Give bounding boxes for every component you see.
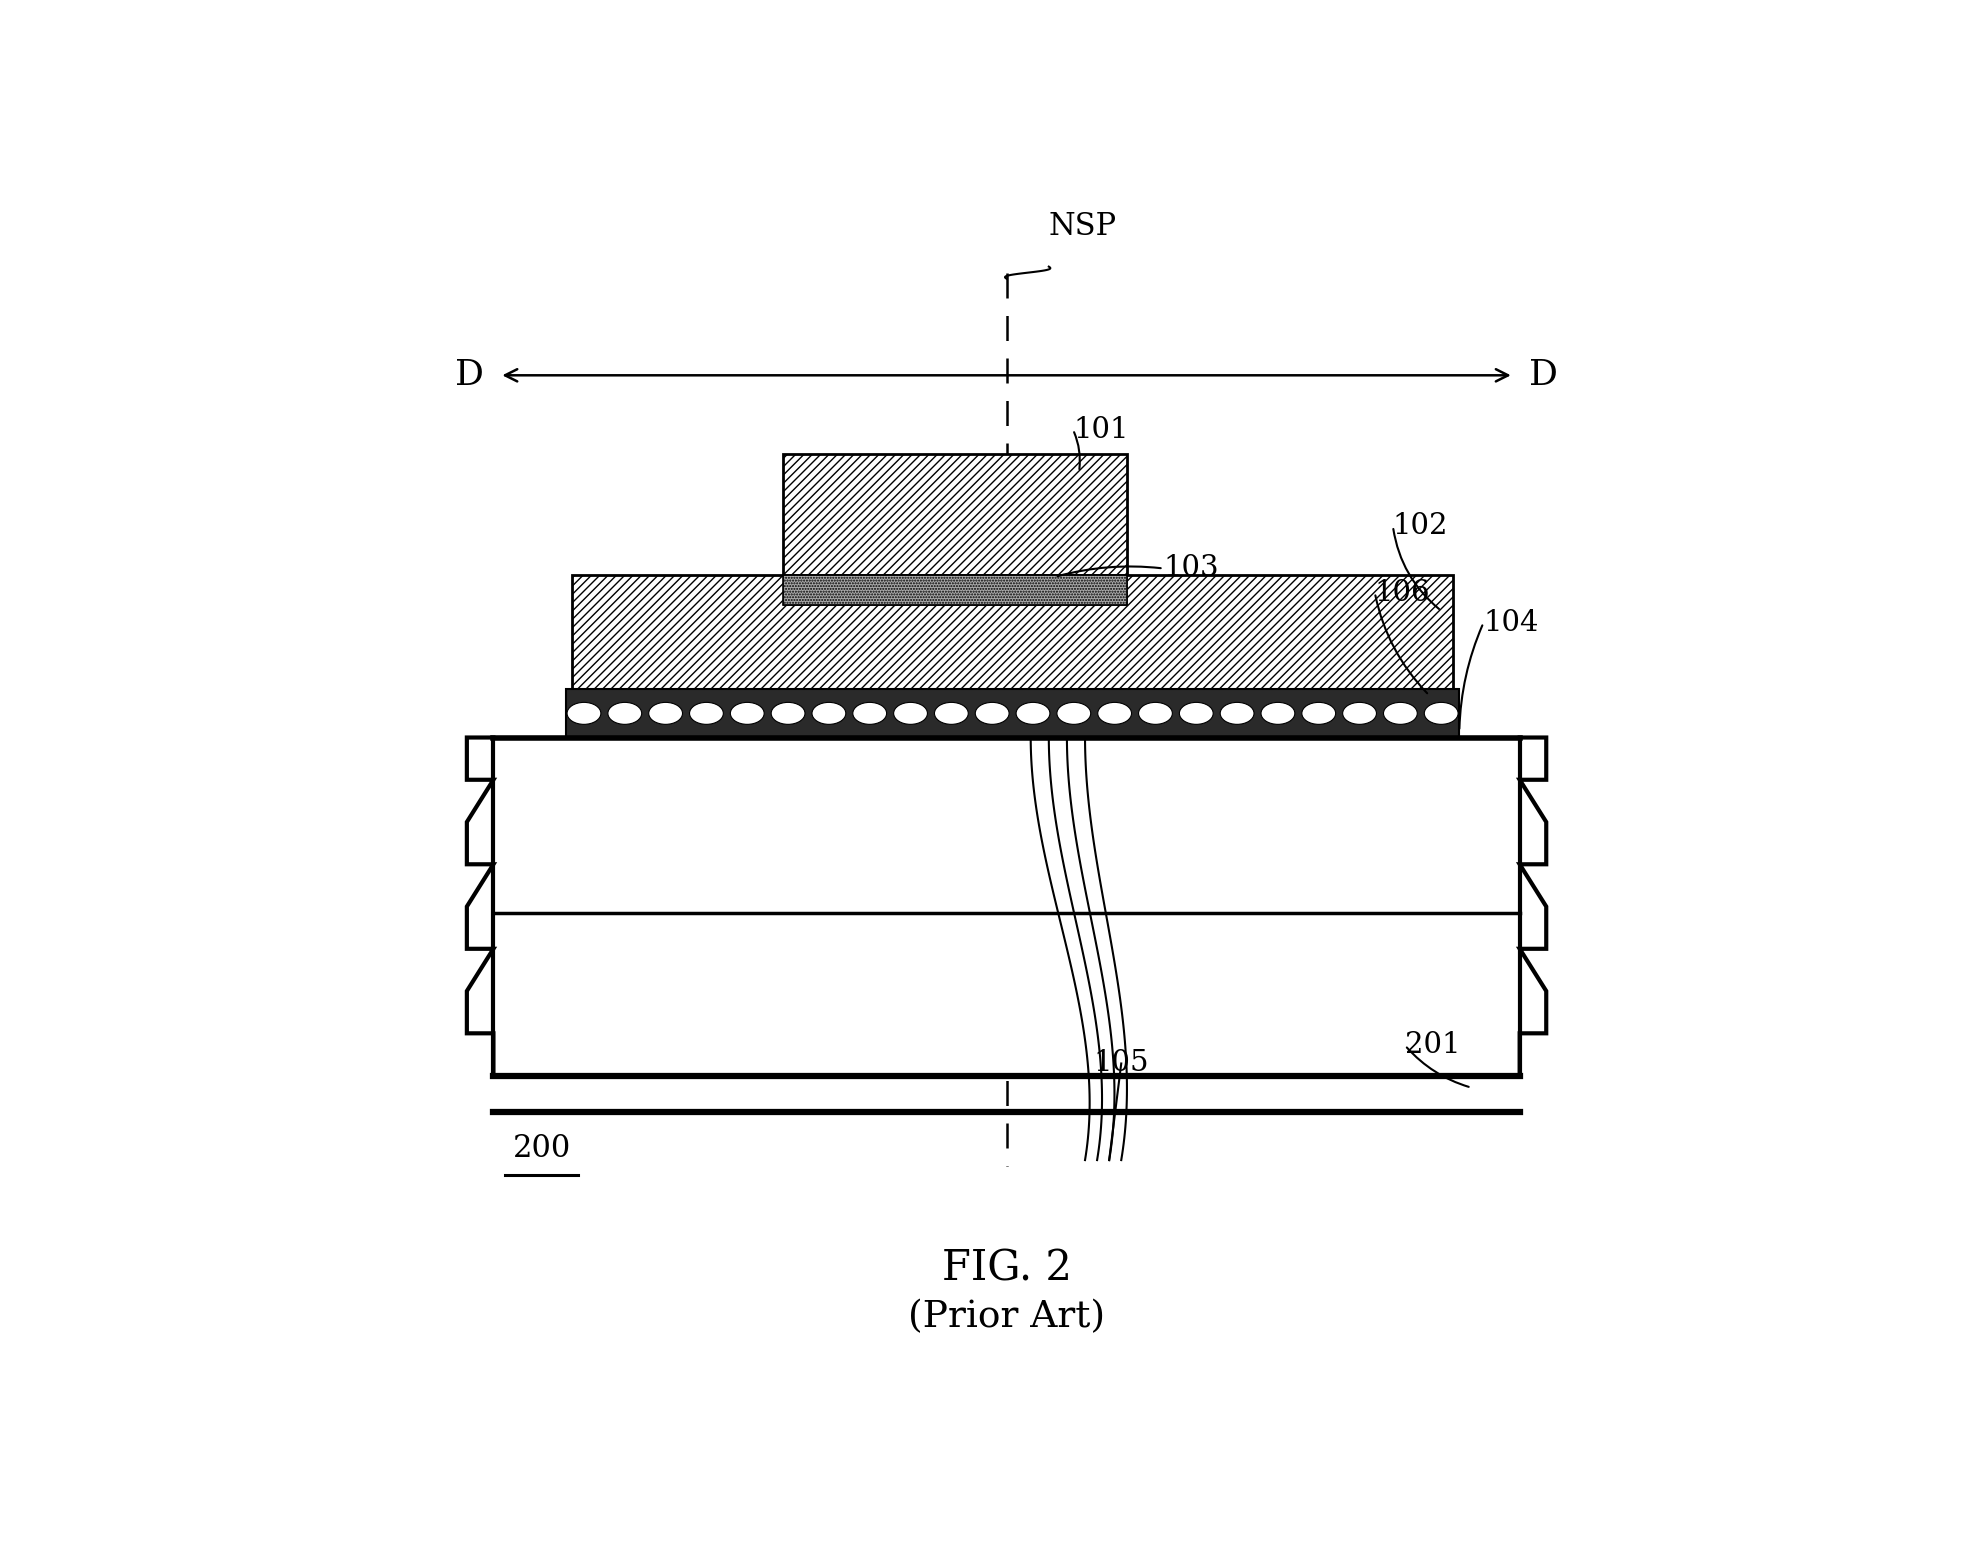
Text: D: D	[456, 359, 483, 392]
FancyBboxPatch shape	[566, 690, 1459, 737]
Ellipse shape	[1057, 702, 1090, 724]
Ellipse shape	[852, 702, 886, 724]
Text: 104: 104	[1483, 608, 1540, 637]
Text: NSP: NSP	[1049, 212, 1118, 243]
Ellipse shape	[1424, 702, 1457, 724]
Ellipse shape	[772, 702, 805, 724]
Ellipse shape	[1302, 702, 1336, 724]
Ellipse shape	[1015, 702, 1051, 724]
Bar	[493, 737, 1520, 1076]
Ellipse shape	[568, 702, 601, 724]
Text: 106: 106	[1375, 579, 1430, 607]
Ellipse shape	[731, 702, 764, 724]
Text: 102: 102	[1392, 513, 1447, 541]
Ellipse shape	[609, 702, 642, 724]
Text: 201: 201	[1404, 1032, 1461, 1060]
Ellipse shape	[1139, 702, 1173, 724]
Bar	[784, 574, 1127, 605]
Ellipse shape	[894, 702, 927, 724]
Ellipse shape	[1383, 702, 1418, 724]
Text: 200: 200	[513, 1132, 572, 1163]
Text: D: D	[1530, 359, 1557, 392]
Text: (Prior Art): (Prior Art)	[907, 1298, 1106, 1334]
Bar	[784, 453, 1127, 605]
Ellipse shape	[935, 702, 968, 724]
Ellipse shape	[1220, 702, 1253, 724]
Text: 103: 103	[1163, 555, 1220, 582]
Ellipse shape	[689, 702, 723, 724]
Ellipse shape	[1261, 702, 1294, 724]
Ellipse shape	[648, 702, 683, 724]
Bar	[784, 574, 1127, 605]
Text: 105: 105	[1094, 1049, 1149, 1077]
Ellipse shape	[1178, 702, 1214, 724]
Text: FIG. 2: FIG. 2	[941, 1248, 1072, 1290]
Text: 101: 101	[1072, 416, 1129, 444]
Ellipse shape	[976, 702, 1009, 724]
Ellipse shape	[1098, 702, 1131, 724]
Bar	[572, 574, 1453, 690]
Ellipse shape	[811, 702, 846, 724]
Ellipse shape	[1343, 702, 1377, 724]
